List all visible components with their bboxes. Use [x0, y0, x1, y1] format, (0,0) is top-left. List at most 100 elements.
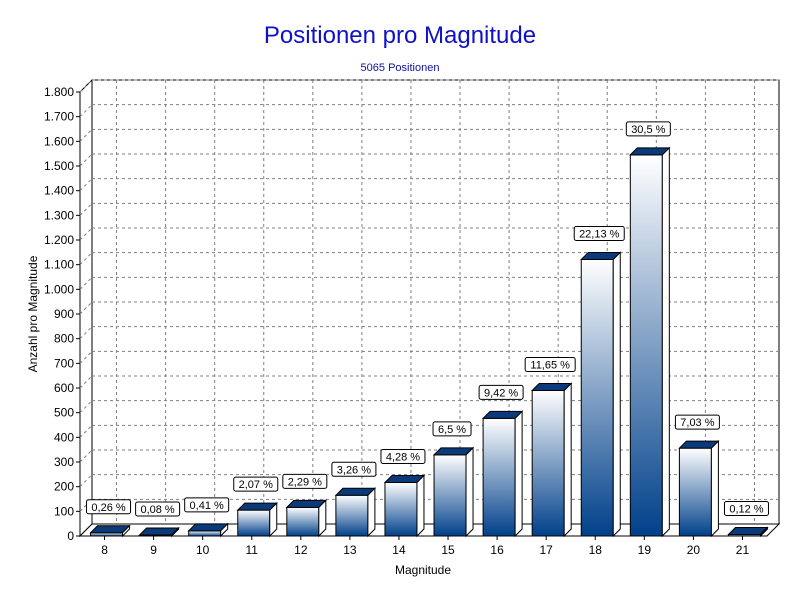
bar-front — [580, 258, 614, 537]
data-label-box — [478, 384, 524, 400]
y-tick-label: 1.300 — [44, 208, 74, 222]
data-label-9: 0,08 % — [135, 501, 181, 517]
bar-18 — [580, 251, 622, 538]
bar-front — [629, 154, 663, 537]
x-tick-label: 21 — [736, 543, 750, 557]
data-label-text: 0,26 % — [91, 502, 125, 514]
y-tick-label: 300 — [54, 455, 74, 469]
bar-side — [465, 446, 474, 538]
bar-side — [612, 251, 621, 538]
gridline-diag — [79, 128, 93, 142]
y-tick-label: 200 — [54, 480, 74, 494]
bar-front — [188, 530, 222, 537]
y-tick-label: 600 — [54, 381, 74, 395]
data-label-10: 0,41 % — [184, 497, 230, 513]
data-label-box — [674, 414, 720, 430]
gridline-diag — [79, 79, 93, 93]
data-label-11: 2,07 % — [233, 476, 279, 492]
x-axis-title: Magnitude — [395, 563, 451, 577]
gridline-diag — [79, 301, 93, 315]
bar-front — [482, 417, 516, 537]
gridline-diag — [79, 178, 93, 192]
gridline-diag — [79, 326, 93, 340]
bar-14 — [383, 474, 426, 538]
data-label-box — [723, 501, 769, 517]
x-tick-label: 13 — [343, 543, 357, 557]
bar-side — [759, 526, 768, 538]
bar-front — [286, 506, 320, 537]
data-label-box — [331, 461, 377, 477]
y-tick-label: 1.400 — [44, 184, 74, 198]
gridline-diag — [79, 449, 93, 463]
data-label-text: 3,26 % — [337, 464, 371, 476]
bar-19 — [629, 146, 671, 538]
bar-15 — [432, 446, 475, 538]
y-tick-label: 400 — [54, 430, 74, 444]
bar-side — [563, 382, 572, 538]
bar-side — [416, 474, 425, 538]
data-label-box — [625, 121, 671, 137]
gridline-diag — [79, 252, 93, 266]
x-tick-label: 17 — [539, 543, 553, 557]
bar-side — [661, 146, 670, 538]
data-label-box — [233, 476, 279, 492]
bar-front — [678, 447, 712, 537]
y-tick-label: 1.600 — [44, 134, 74, 148]
x-tick-label: 16 — [490, 543, 504, 557]
gridline-diag — [79, 424, 93, 438]
x-tick-label: 18 — [589, 543, 603, 557]
gridline-diag — [79, 400, 93, 414]
y-axis: 0 100 200 300 400 500 600 700 800 900 1.000 1.100 1.… — [44, 85, 80, 543]
x-tick-label: 12 — [294, 543, 308, 557]
data-label-text: 0,12 % — [729, 504, 763, 516]
bar-front — [531, 389, 565, 537]
data-label-19: 30,5 % — [625, 121, 671, 137]
data-label-13: 3,26 % — [331, 461, 377, 477]
bar-20 — [678, 439, 720, 538]
y-tick-label: 700 — [54, 356, 74, 370]
gridline-diag — [79, 474, 93, 488]
gridline-diag — [79, 375, 93, 389]
bar-side — [220, 522, 229, 538]
bar-side — [318, 499, 327, 538]
y-tick-label: 1.100 — [44, 258, 74, 272]
bar-16 — [481, 410, 524, 538]
data-label-text: 4,28 % — [386, 451, 420, 463]
gridline-diag — [79, 350, 93, 364]
gridline-diag — [79, 202, 93, 216]
data-label-16: 9,42 % — [478, 384, 524, 400]
x-tick-label: 8 — [101, 543, 108, 557]
gridline-diag — [79, 276, 93, 290]
data-label-8: 0,26 % — [86, 499, 132, 515]
data-label-box — [282, 473, 328, 489]
data-label-text: 7,03 % — [680, 417, 714, 429]
bar-front — [335, 494, 369, 537]
chart-title: Positionen pro Magnitude — [263, 22, 537, 49]
bar-9 — [138, 526, 180, 538]
data-label-text: 11,65 % — [530, 359, 570, 371]
data-label-box — [573, 225, 625, 241]
y-tick-label: 100 — [54, 504, 74, 518]
bar-side — [171, 526, 180, 538]
data-label-text: 2,29 % — [288, 476, 322, 488]
chart-subtitle: 5065 Positionen — [360, 62, 440, 74]
x-axis: 8 9 10 11 12 13 14 15 16 17 18 19 20 21 — [101, 536, 749, 557]
data-label-text: 2,07 % — [239, 479, 273, 491]
y-tick-label: 1.200 — [44, 233, 74, 247]
y-tick-label: 1.800 — [44, 85, 74, 99]
data-label-18: 22,13 % — [573, 225, 625, 241]
data-label-box — [135, 501, 181, 517]
data-label-text: 22,13 % — [579, 228, 620, 240]
y-tick-label: 800 — [54, 332, 74, 346]
y-tick-label: 1.700 — [44, 110, 74, 124]
data-label-12: 2,29 % — [282, 473, 328, 489]
data-label-text: 0,08 % — [140, 504, 174, 516]
bar-side — [122, 524, 131, 538]
bar-side — [367, 487, 376, 538]
data-label-17: 11,65 % — [524, 356, 576, 372]
y-tick-label: 1.500 — [44, 159, 74, 173]
y-tick-label: 900 — [54, 307, 74, 321]
bar-front — [433, 454, 467, 537]
data-label-box — [86, 499, 132, 515]
